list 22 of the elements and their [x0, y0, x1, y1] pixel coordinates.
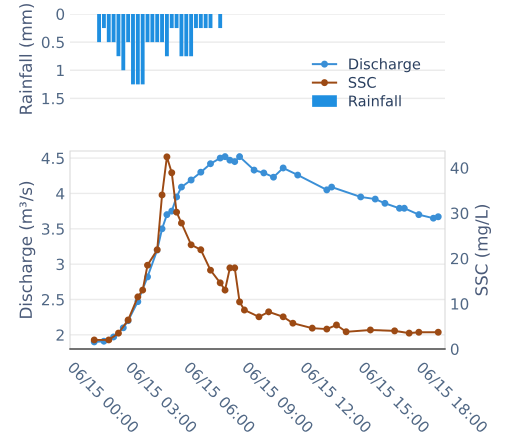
y2-tick-label: 10: [452, 298, 468, 310]
y2-tick-label: 40: [450, 162, 468, 174]
y-tick-label: 3: [56, 258, 64, 270]
y-axis-title: Rainfall (mm): [19, 4, 34, 114]
y-tick-label: 4: [56, 188, 64, 200]
y-tick-label: 0: [56, 8, 64, 20]
y-tick-label: 2.5: [42, 294, 64, 306]
y2-tick-label: 20: [450, 252, 468, 264]
y-tick-label: 3.5: [42, 223, 64, 235]
bar: [218, 14, 222, 28]
y2-tick-label: 30: [451, 208, 468, 220]
y-tick-label: 0.5: [42, 36, 64, 48]
y-tick-label: 1.5: [42, 93, 64, 104]
y-tick-label: 1: [57, 64, 64, 76]
y2-axis-title: SSC (mg/L): [474, 205, 491, 296]
legend-label: SSC: [348, 76, 376, 88]
legend-label: Discharge: [349, 58, 420, 72]
y-axis-title: Discharge (m³/s): [19, 182, 36, 318]
y-tick-label: 2: [56, 329, 64, 341]
y-tick-label: 4.5: [42, 152, 64, 164]
legend-label: Rainfall: [349, 95, 401, 106]
y2-tick-label: 0: [450, 343, 459, 356]
